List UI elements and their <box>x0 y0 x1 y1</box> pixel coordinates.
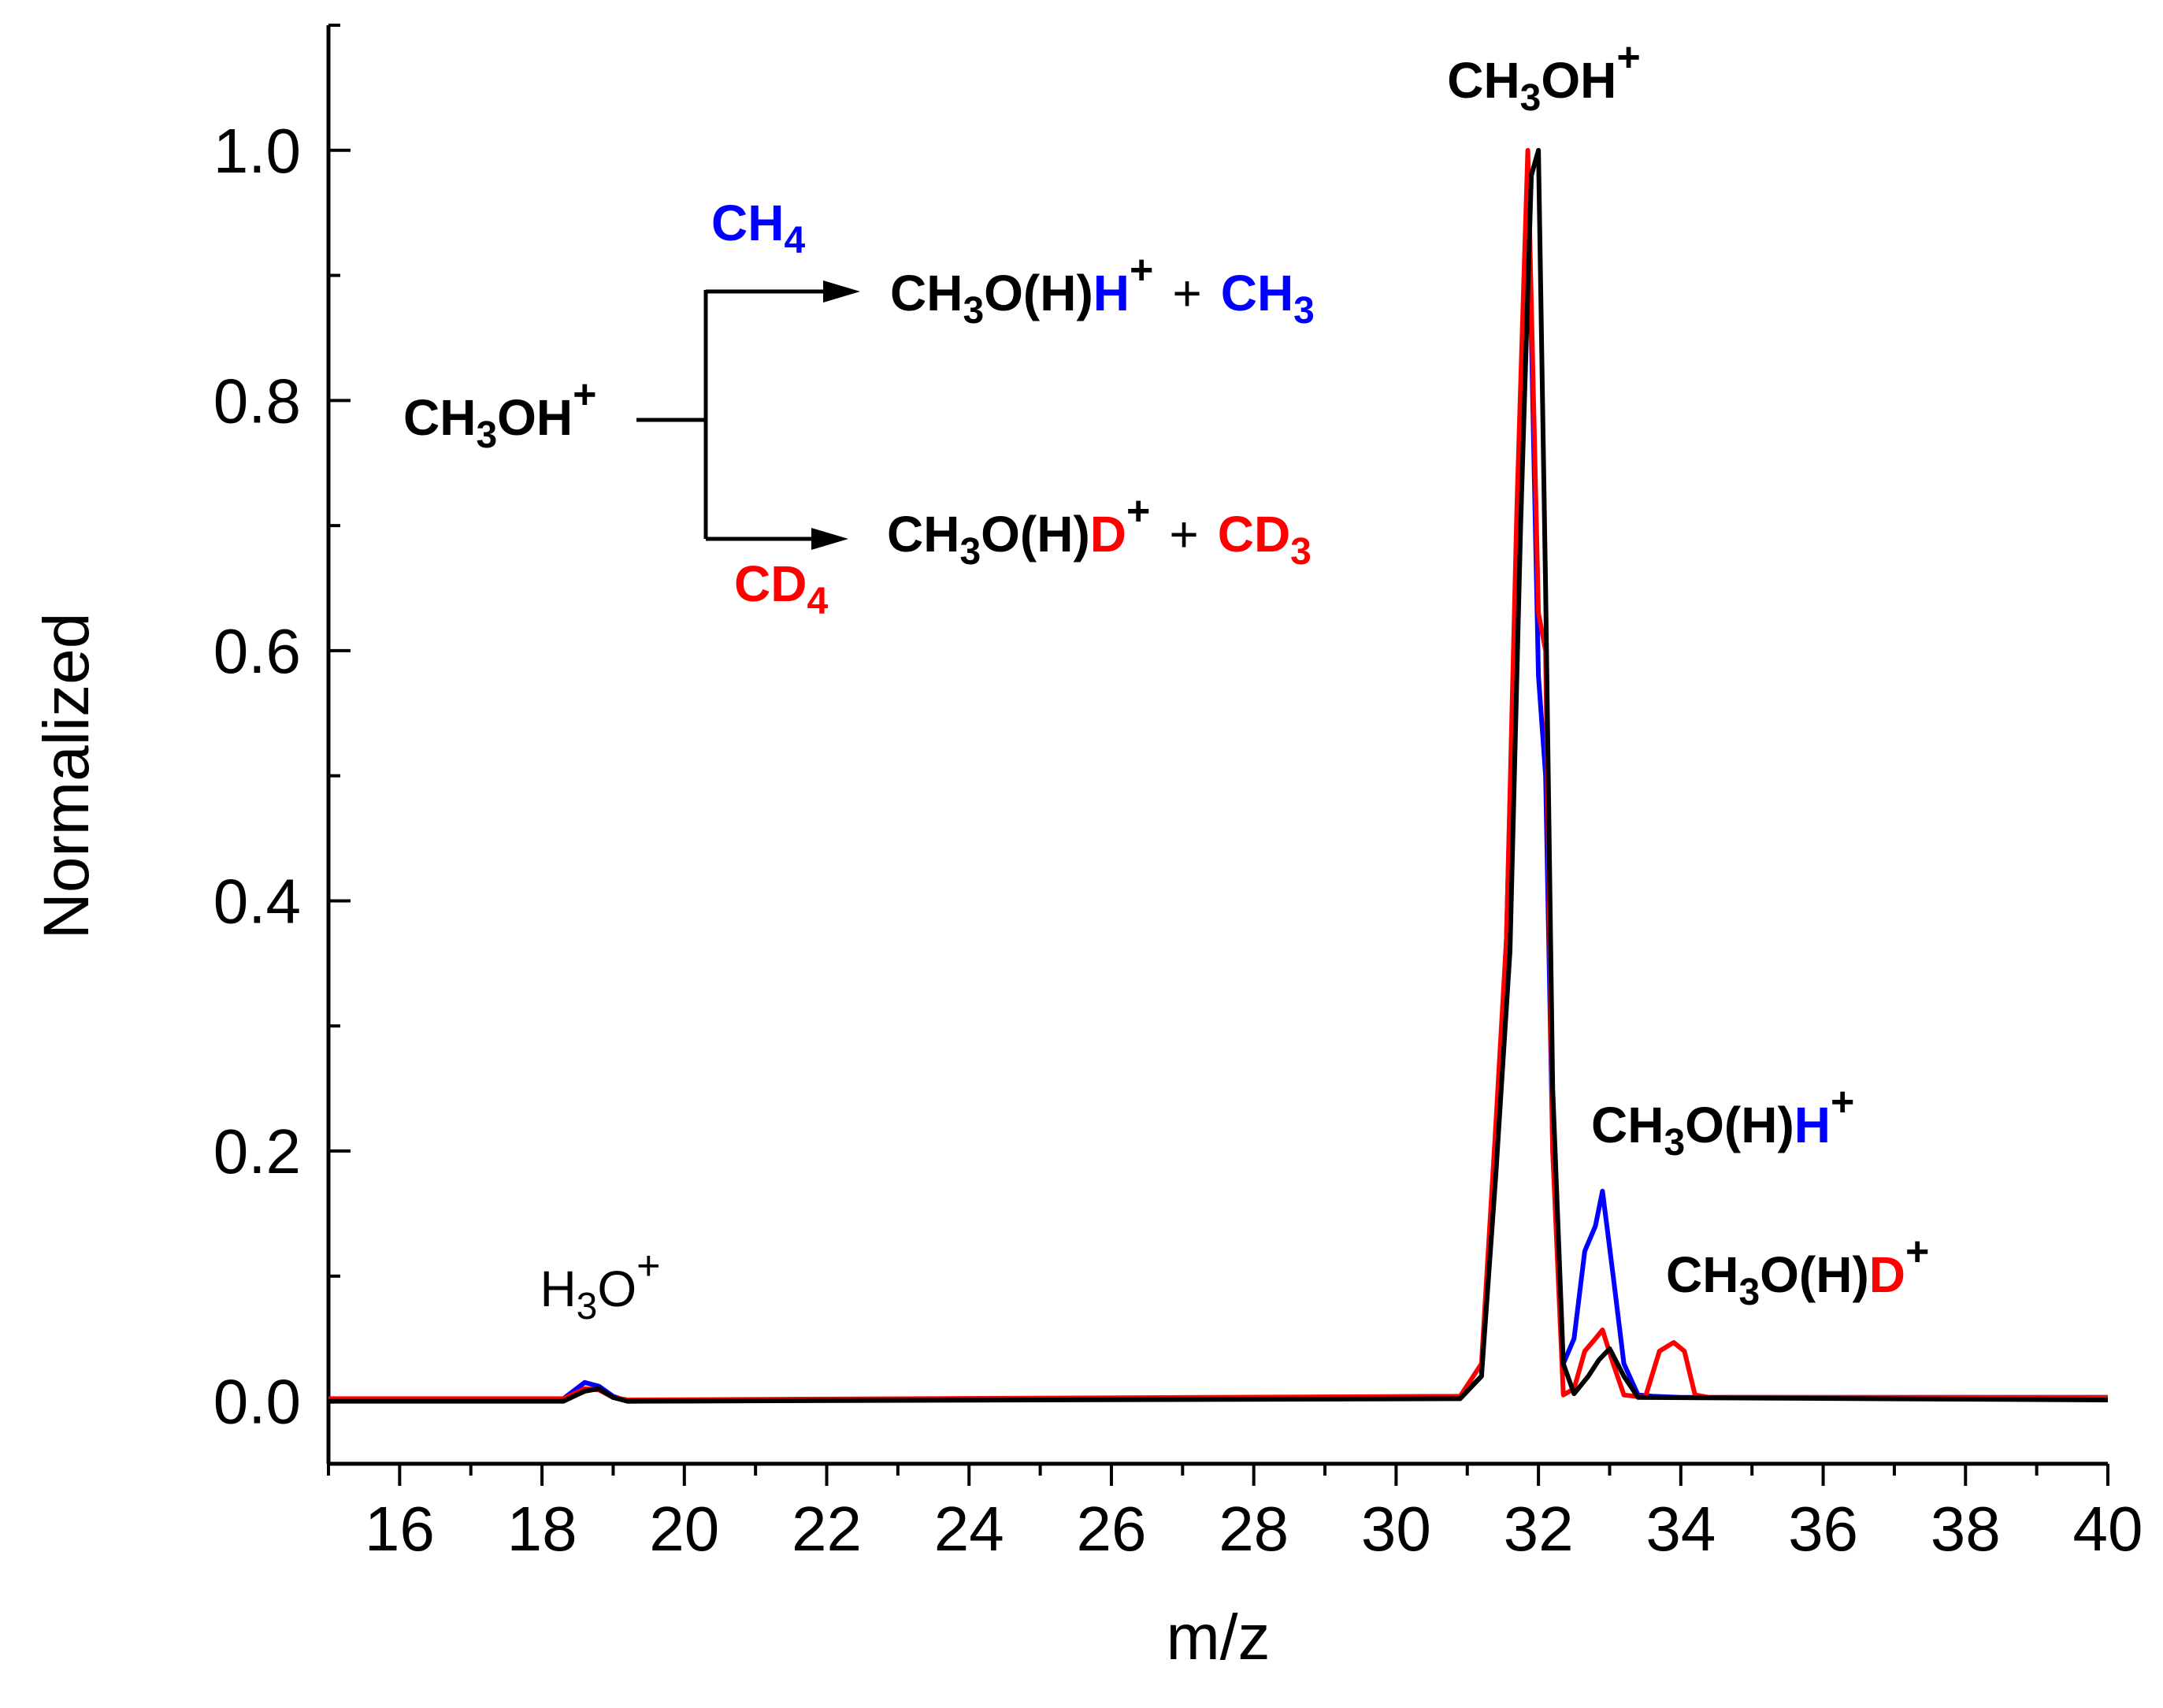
annotation-ch3oh-peak-sub: 3 <box>1520 77 1542 119</box>
x-tick-label: 32 <box>1504 1494 1574 1564</box>
scheme-upper-product-rest: O(H) <box>984 265 1093 321</box>
annotation-ch3ohd-base: CH <box>1666 1246 1738 1303</box>
scheme-reactant-rest: OH <box>497 389 573 446</box>
scheme-upper-arrowhead <box>823 280 860 303</box>
annotation-ch3oh-peak-rest: OH <box>1541 52 1616 109</box>
x-tick-label: 20 <box>649 1494 719 1564</box>
x-axis-title: m/z <box>1166 1602 1270 1673</box>
scheme-lower-product-plus: + <box>1169 506 1198 563</box>
annotation-h3o-peak: H3O+ <box>540 1243 660 1327</box>
x-tick-label: 40 <box>2073 1494 2143 1564</box>
x-tick-label: 28 <box>1219 1494 1289 1564</box>
scheme-lower-product-colored: D <box>1090 506 1126 563</box>
scheme-reactant-sub: 3 <box>476 414 497 456</box>
annotation-h3o-sub: 3 <box>577 1286 598 1327</box>
series-line-blue <box>328 160 2108 1404</box>
y-tick-label: 0.8 <box>213 366 301 436</box>
annotation-h3o-rest: O <box>597 1261 636 1317</box>
annotation-ch3ohd-sub: 3 <box>1738 1272 1760 1313</box>
annotation-ch3oh-peak-base: CH <box>1447 52 1519 109</box>
annotation-h3o-base: H <box>540 1261 576 1317</box>
series-line-red <box>328 147 2108 1402</box>
scheme-lower-arrowhead <box>811 528 848 550</box>
y-tick-label: 0.6 <box>213 616 301 686</box>
chart-axes: 16 18 20 22 24 26 28 30 32 34 36 38 40 0.00.20.40.60… <box>213 24 2143 1564</box>
scheme-reactant-sup: + <box>573 372 596 418</box>
scheme-lower-product: CH3O(H)D+ + CD3 <box>887 488 1312 573</box>
scheme-lower-product-rest: O(H) <box>981 506 1090 563</box>
scheme-upper-radical-base: CH <box>1221 265 1293 321</box>
scheme-upper-product-colored: H <box>1093 265 1130 321</box>
scheme-lower-reagent-sub: 4 <box>807 581 828 622</box>
scheme-lower-radical-sub: 3 <box>1290 531 1312 573</box>
scheme-upper-product-base: CH <box>890 265 963 321</box>
scheme-upper-product-sub: 3 <box>963 290 984 332</box>
x-tick-label: 30 <box>1361 1494 1431 1564</box>
scheme-reactant-base: CH <box>403 389 476 446</box>
scheme-lower-product-base: CH <box>887 506 959 563</box>
reaction-scheme: CH3OH+ CH4 CD4 CH3O(H)H+ + CH3 CH3O(H)D+ + C… <box>403 195 1315 622</box>
scheme-upper-product-sup: + <box>1130 247 1153 293</box>
annotation-ch3ohh-colored: H <box>1794 1097 1831 1153</box>
annotation-ch3ohh-peak: CH3O(H)H+ <box>1591 1079 1854 1164</box>
scheme-lower-reagent: CD4 <box>734 555 828 622</box>
x-tick-label: 34 <box>1645 1494 1716 1564</box>
annotation-ch3ohd-sup: + <box>1905 1229 1929 1275</box>
scheme-upper-radical-sub: 3 <box>1293 290 1315 332</box>
x-tick-label: 22 <box>792 1494 862 1564</box>
series-line-black <box>328 147 2109 1404</box>
annotation-ch3ohh-sup: + <box>1831 1079 1854 1125</box>
scheme-lower-reagent-base: CD <box>734 555 807 612</box>
y-tick-label: 0.2 <box>213 1116 301 1186</box>
y-tick-label: 0.0 <box>213 1367 301 1437</box>
scheme-reactant: CH3OH+ <box>403 372 597 456</box>
scheme-upper-reagent-base: CH <box>711 195 784 251</box>
y-tick-label: 1.0 <box>213 116 301 186</box>
x-tick-label: 24 <box>934 1494 1004 1564</box>
scheme-lower-radical-base: CD <box>1218 506 1290 563</box>
annotation-ch3ohd-rest: O(H) <box>1760 1246 1869 1303</box>
scheme-upper-reagent: CH4 <box>711 195 805 262</box>
series-layer <box>328 147 2109 1404</box>
x-tick-label: 36 <box>1788 1494 1858 1564</box>
y-tick-label: 0.4 <box>213 866 301 936</box>
scheme-lower-product-sub: 3 <box>959 531 981 573</box>
x-tick-label: 16 <box>365 1494 435 1564</box>
y-axis-title: Normalized <box>31 613 102 940</box>
scheme-upper-reagent-sub: 4 <box>784 220 805 262</box>
annotation-ch3oh-peak: CH3OH+ <box>1447 35 1641 119</box>
annotation-ch3ohd-peak: CH3O(H)D+ <box>1666 1229 1929 1313</box>
x-tick-label: 38 <box>1931 1494 2001 1564</box>
annotation-ch3oh-peak-sup: + <box>1616 35 1640 80</box>
x-ticks: 16 18 20 22 24 26 28 30 32 34 36 38 40 <box>327 1464 2143 1564</box>
annotation-ch3ohh-sub: 3 <box>1664 1122 1685 1164</box>
x-tick-label: 26 <box>1076 1494 1146 1564</box>
annotation-ch3ohd-colored: D <box>1869 1246 1905 1303</box>
scheme-upper-product: CH3O(H)H+ + CH3 <box>890 247 1315 332</box>
annotation-h3o-sup: + <box>636 1243 660 1289</box>
annotation-ch3ohh-rest: O(H) <box>1685 1097 1794 1153</box>
y-ticks: 0.0 0.2 0.4 0.6 0.8 1.0 <box>213 24 351 1437</box>
scheme-upper-product-plus: + <box>1172 265 1201 321</box>
x-tick-label: 18 <box>507 1494 577 1564</box>
scheme-lower-product-sup: + <box>1126 488 1150 534</box>
annotation-ch3ohh-base: CH <box>1591 1097 1664 1153</box>
